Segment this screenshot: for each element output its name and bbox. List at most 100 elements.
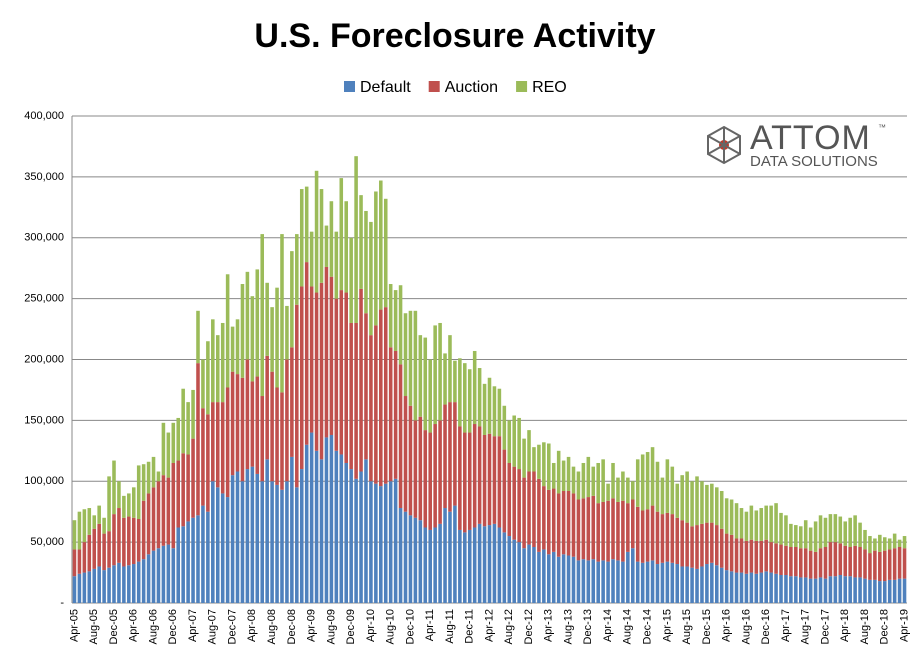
bar-segment bbox=[181, 526, 185, 603]
bar-segment bbox=[813, 578, 818, 603]
x-tick-label: Dec-17 bbox=[819, 609, 831, 644]
bar-segment bbox=[843, 545, 848, 577]
bar-segment bbox=[537, 478, 541, 552]
bar-segment bbox=[492, 523, 497, 603]
bar-segment bbox=[596, 503, 600, 562]
bar-segment bbox=[798, 526, 803, 549]
bar-segment bbox=[497, 388, 502, 437]
bar-segment bbox=[379, 309, 383, 487]
bar-segment bbox=[82, 572, 87, 603]
bar-segment bbox=[853, 545, 857, 578]
bar-segment bbox=[843, 576, 848, 603]
bar-segment bbox=[566, 555, 571, 603]
bar-segment bbox=[151, 456, 156, 488]
bar-segment bbox=[774, 543, 778, 574]
bar-segment bbox=[191, 438, 195, 518]
x-tick-label: Apr-15 bbox=[661, 609, 673, 642]
bar-segment bbox=[260, 234, 265, 397]
bar-segment bbox=[700, 481, 704, 524]
legend-swatch bbox=[516, 81, 528, 92]
bar-segment bbox=[161, 545, 166, 603]
bar-segment bbox=[250, 381, 255, 467]
bar-segment bbox=[393, 350, 398, 479]
bar-segment bbox=[818, 577, 823, 603]
bar-segment bbox=[196, 515, 200, 603]
bar-segment bbox=[695, 476, 699, 526]
bar-segment bbox=[255, 376, 260, 474]
bar-segment bbox=[690, 567, 694, 603]
bar-segment bbox=[779, 574, 783, 603]
bar-segment bbox=[892, 533, 897, 549]
bar-segment bbox=[660, 477, 665, 515]
bar-segment bbox=[863, 578, 867, 603]
bar-segment bbox=[537, 444, 541, 479]
bar-segment bbox=[393, 290, 398, 351]
bar-segment bbox=[299, 189, 304, 287]
bar-segment bbox=[102, 533, 106, 571]
bar-segment bbox=[295, 234, 299, 305]
bar-segment bbox=[502, 532, 507, 603]
bar-segment bbox=[344, 462, 348, 603]
bar-segment bbox=[527, 471, 531, 545]
x-tick-label: Aug-09 bbox=[325, 609, 337, 644]
bar-segment bbox=[789, 576, 793, 603]
bar-segment bbox=[502, 405, 507, 450]
bar-segment bbox=[349, 469, 353, 603]
bar-segment bbox=[517, 417, 521, 470]
bar-segment bbox=[833, 542, 838, 577]
bar-segment bbox=[823, 546, 828, 579]
y-tick-label: 200,000 bbox=[24, 353, 64, 365]
bar-segment bbox=[87, 508, 92, 535]
bar-segment bbox=[556, 450, 561, 494]
bar-segment bbox=[581, 559, 586, 603]
bar-segment bbox=[290, 251, 294, 348]
bar-segment bbox=[551, 488, 556, 552]
bar-segment bbox=[87, 534, 92, 572]
bar-segment bbox=[759, 540, 764, 573]
bar-segment bbox=[749, 539, 754, 573]
y-tick-label: 100,000 bbox=[24, 475, 64, 487]
x-tick-label: Dec-08 bbox=[286, 609, 298, 644]
bar-segment bbox=[823, 578, 828, 603]
bar-segment bbox=[156, 481, 161, 549]
bar-segment bbox=[897, 578, 902, 603]
bar-segment bbox=[502, 449, 507, 533]
bar-segment bbox=[823, 517, 828, 547]
bar-segment bbox=[285, 305, 289, 360]
bar-segment bbox=[571, 466, 576, 494]
x-tick-label: Dec-16 bbox=[760, 609, 772, 644]
bar-segment bbox=[754, 540, 759, 574]
bar-segment bbox=[87, 571, 92, 603]
bar-segment bbox=[705, 522, 709, 565]
bar-segment bbox=[522, 477, 526, 549]
bar-segment bbox=[215, 335, 220, 403]
bar-segment bbox=[472, 527, 477, 603]
bar-segment bbox=[215, 487, 220, 603]
bar-segment bbox=[334, 298, 339, 451]
bar-segment bbox=[551, 551, 556, 603]
bar-segment bbox=[897, 539, 902, 547]
bar-segment bbox=[309, 286, 314, 433]
bar-segment bbox=[586, 456, 591, 498]
bar-segment bbox=[334, 231, 339, 299]
bar-segment bbox=[532, 447, 536, 472]
bar-segment bbox=[369, 335, 373, 482]
bar-segment bbox=[710, 522, 714, 563]
bar-segment bbox=[803, 577, 808, 603]
bar-segment bbox=[438, 322, 442, 421]
bar-segment bbox=[359, 471, 363, 603]
bar-segment bbox=[838, 543, 843, 575]
bar-segment bbox=[438, 523, 442, 603]
bar-segment bbox=[265, 282, 269, 356]
bar-segment bbox=[151, 487, 156, 551]
bar-segment bbox=[739, 508, 744, 539]
bar-segment bbox=[828, 576, 833, 603]
bar-segment bbox=[902, 548, 907, 579]
legend-swatch bbox=[428, 81, 440, 92]
bar-segment bbox=[611, 559, 615, 603]
bar-segment bbox=[156, 548, 161, 603]
bar-segment bbox=[438, 420, 442, 524]
bar-segment bbox=[586, 560, 591, 603]
bar-segment bbox=[171, 462, 176, 549]
